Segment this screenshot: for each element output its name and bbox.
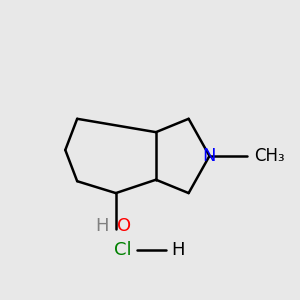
Text: H: H: [95, 217, 108, 235]
Text: N: N: [203, 147, 216, 165]
Text: H: H: [172, 241, 185, 259]
Text: Cl: Cl: [114, 241, 132, 259]
Text: CH₃: CH₃: [254, 147, 285, 165]
Text: O: O: [117, 217, 131, 235]
